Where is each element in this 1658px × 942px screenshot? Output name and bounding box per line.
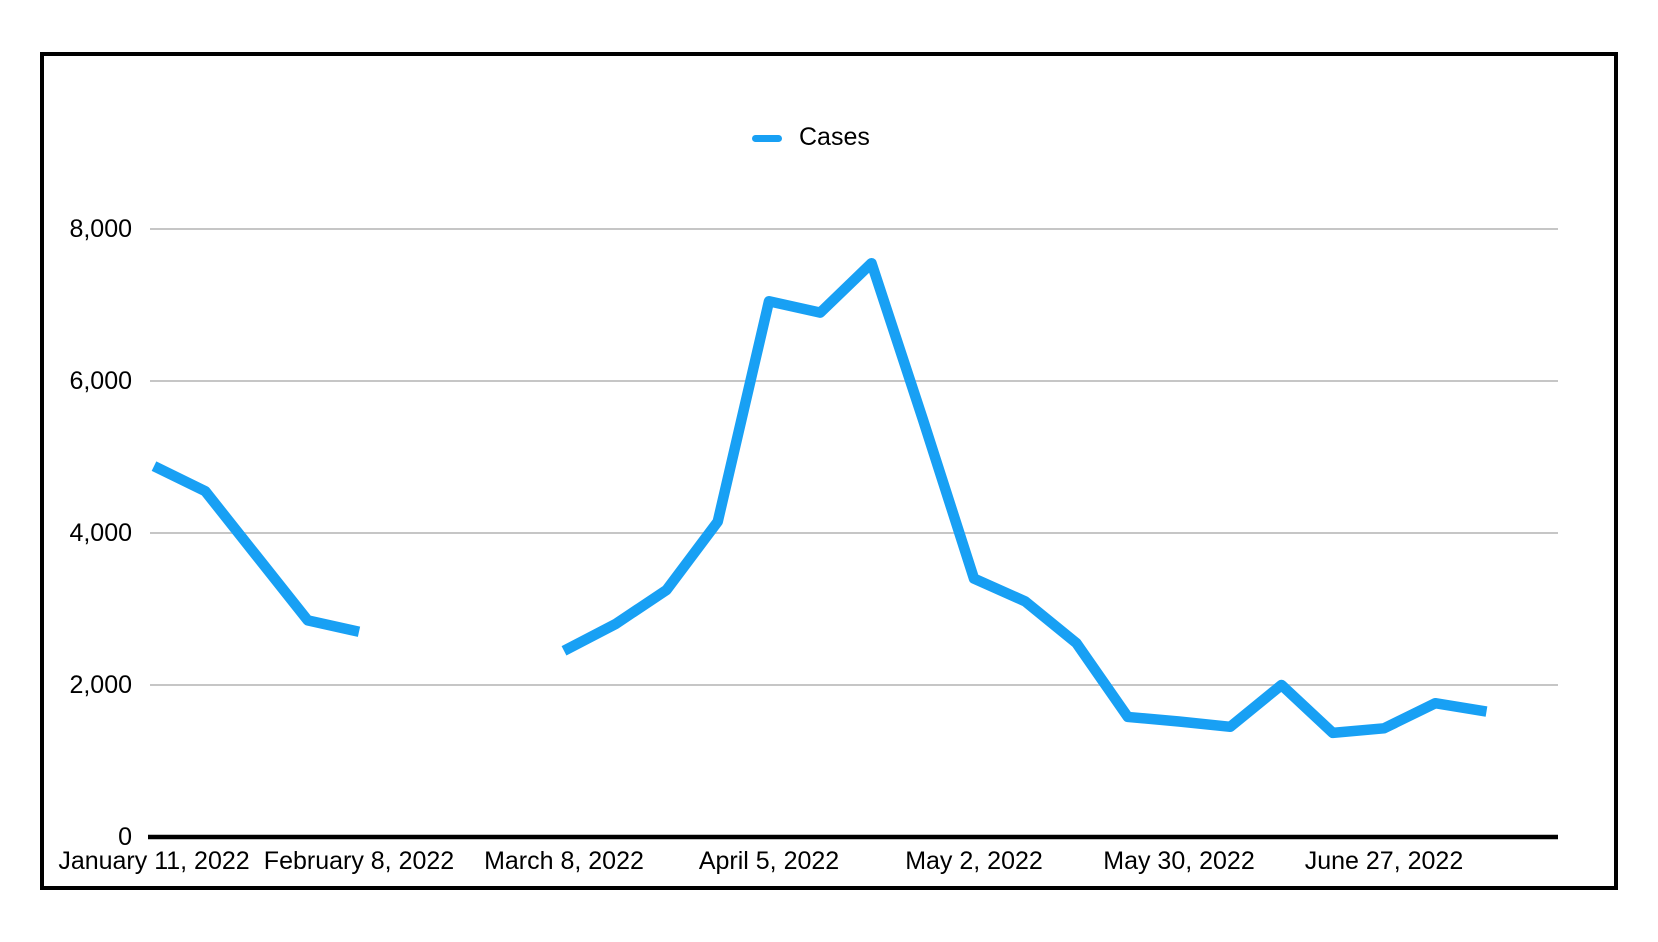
y-axis-tick-label: 8,000 xyxy=(69,215,132,243)
x-axis-tick-label: May 2, 2022 xyxy=(905,847,1043,875)
y-axis-tick-label: 6,000 xyxy=(69,367,132,395)
chart-legend: Cases xyxy=(752,122,870,152)
x-axis-tick-label: January 11, 2022 xyxy=(58,847,250,875)
x-axis-tick-label: June 27, 2022 xyxy=(1304,847,1464,875)
x-axis-tick-label: March 8, 2022 xyxy=(484,847,644,875)
cases-line-series xyxy=(561,257,1488,739)
y-axis-tick-label: 0 xyxy=(118,823,132,851)
x-axis-tick-label: May 30, 2022 xyxy=(1103,847,1255,875)
y-axis-tick-label: 2,000 xyxy=(69,671,132,699)
y-axis-tick-label: 4,000 xyxy=(69,519,132,547)
cases-line-series xyxy=(151,461,361,637)
legend-line-swatch xyxy=(752,134,782,142)
legend-label: Cases xyxy=(799,123,870,151)
chart-frame xyxy=(40,52,1618,890)
x-axis-tick-label: April 5, 2022 xyxy=(698,847,840,875)
x-axis-tick-label: February 8, 2022 xyxy=(263,847,455,875)
